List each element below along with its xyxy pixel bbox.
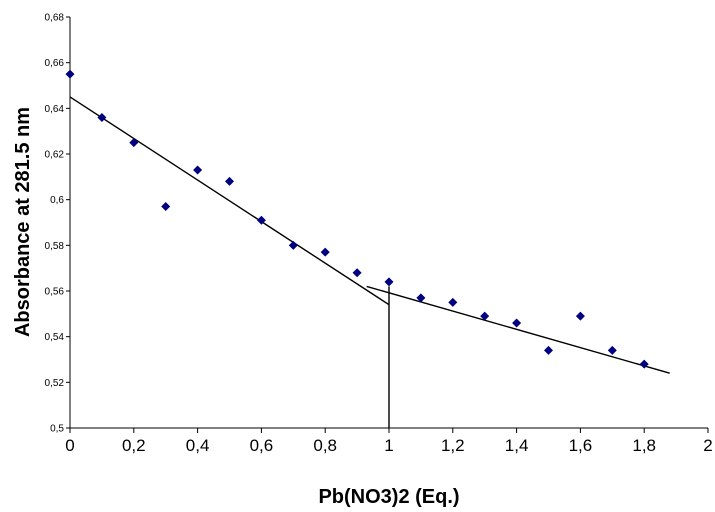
y-tick-label: 0,6 [50,195,64,206]
data-point [512,318,522,328]
data-point [320,247,330,257]
data-point [256,215,266,225]
x-tick-label: 1,4 [505,436,529,455]
data-point [65,69,75,79]
trend-line [69,96,390,306]
data-point [225,176,234,186]
data-point [384,277,394,287]
x-tick-label: 0 [65,436,74,455]
y-tick-label: 0,62 [45,150,65,161]
data-point [448,297,458,307]
y-tick-label: 0,64 [45,104,65,115]
data-points [65,69,649,369]
y-tick-label: 0,66 [45,58,65,69]
x-tick-label: 1,6 [569,436,593,455]
data-point [607,345,617,355]
data-point [288,240,298,250]
y-axis-ticks: 0,5 0,52 0,54 0,56 0,58 0,6 0,62 0,64 0,66 0,68 [45,13,70,435]
x-tick-label: 1,2 [441,436,465,455]
data-point [129,138,139,148]
data-point [480,311,490,321]
x-tick-label: 2 [703,436,712,455]
y-tick-label: 0,52 [45,378,65,389]
data-point [416,293,426,303]
y-tick-label: 0,5 [50,424,64,435]
x-tick-label: 1 [384,436,393,455]
data-point [639,359,649,369]
x-axis-title: Pb(NO3)2 (Eq.) [318,486,459,508]
y-tick-label: 0,56 [45,287,65,298]
data-point [161,202,171,212]
data-point [193,165,203,175]
y-tick-label: 0,54 [45,332,65,343]
y-tick-label: 0,68 [45,13,65,24]
trend-line [366,285,670,374]
x-tick-label: 1,8 [632,436,656,455]
data-point [544,345,553,355]
x-axis-ticks: 0 0,2 0,4 0,6 0,8 1 1,2 1,4 1,6 1,8 2 [65,428,713,455]
data-point [575,311,585,321]
x-tick-label: 0,4 [186,436,210,455]
x-tick-label: 0,2 [122,436,146,455]
fit-lines [69,96,670,428]
data-point [352,268,362,278]
x-tick-label: 0,8 [313,436,337,455]
y-tick-label: 0,58 [45,241,65,252]
x-tick-label: 0,6 [250,436,274,455]
y-axis-title: Absorbance at 281.5 nm [12,107,34,337]
data-point [97,112,107,122]
